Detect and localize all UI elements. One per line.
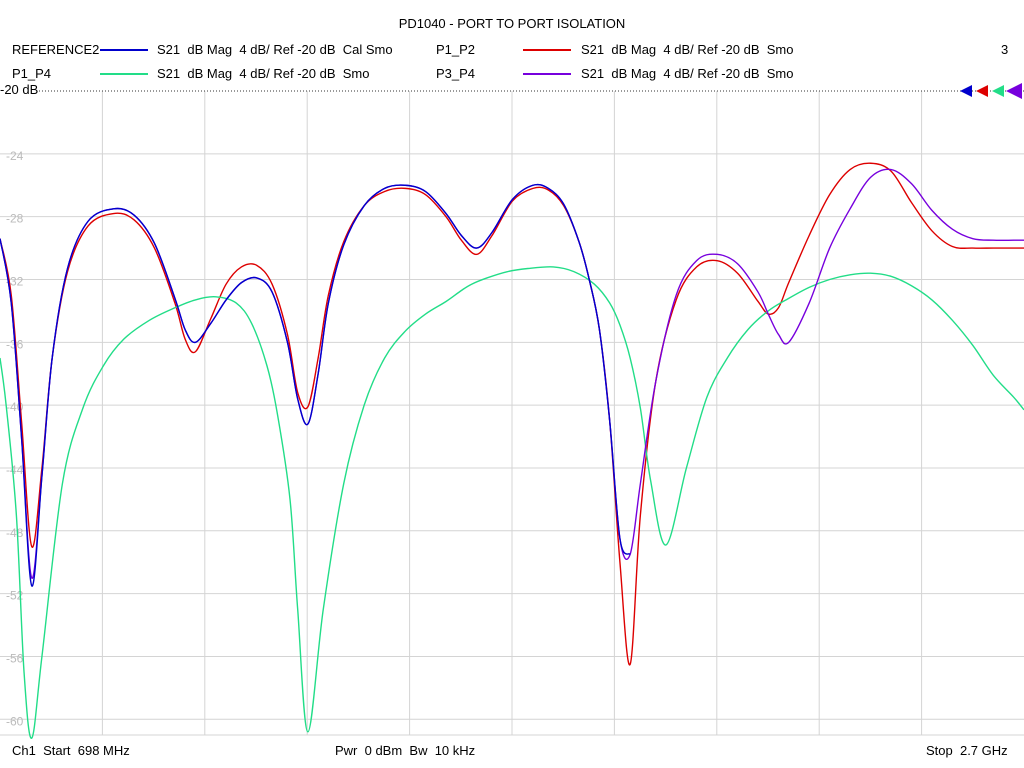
footer-start: Ch1 Start 698 MHz xyxy=(12,743,130,758)
legend-desc-p1-p2: S21 dB Mag 4 dB/ Ref -20 dB Smo xyxy=(581,42,794,57)
marker-count: 3 xyxy=(1001,42,1009,57)
ref-marker-p1-p4 xyxy=(992,85,1004,97)
y-tick-label: -44 xyxy=(6,463,24,477)
chart-title: PD1040 - PORT TO PORT ISOLATION xyxy=(398,16,626,31)
legend-name-p3-p4: P3_P4 xyxy=(436,66,476,81)
legend-name-reference2: REFERENCE2 xyxy=(12,42,100,57)
ref-level-label: -20 dB xyxy=(0,82,39,97)
trace-p1-p2 xyxy=(0,162,1024,666)
footer-stop: Stop 2.7 GHz xyxy=(926,743,1008,758)
y-tick-label: -60 xyxy=(6,714,24,728)
y-tick-label: -28 xyxy=(6,212,24,226)
legend-swatch-p3-p4 xyxy=(523,73,571,75)
legend-desc-reference2: S21 dB Mag 4 dB/ Ref -20 dB Cal Smo xyxy=(157,42,393,57)
ref-marker-p1-p2 xyxy=(976,85,988,97)
legend-desc-p1-p4: S21 dB Mag 4 dB/ Ref -20 dB Smo xyxy=(157,66,370,81)
ref-markers xyxy=(960,83,1022,99)
y-tick-label: -48 xyxy=(6,526,24,540)
traces xyxy=(0,162,1024,739)
y-tick-label: -52 xyxy=(6,589,24,603)
ref-marker-p3-p4 xyxy=(1006,83,1022,99)
legend-desc-p3-p4: S21 dB Mag 4 dB/ Ref -20 dB Smo xyxy=(581,66,794,81)
legend-swatch-p1-p4 xyxy=(100,73,148,75)
y-tick-label: -24 xyxy=(6,149,24,163)
legend-name-p1-p2: P1_P2 xyxy=(436,42,476,57)
legend-swatch-reference2 xyxy=(100,49,148,51)
ref-marker-reference2 xyxy=(960,85,972,97)
grid xyxy=(0,91,1024,736)
trace-reference2 xyxy=(0,183,631,587)
legend-name-p1-p4: P1_P4 xyxy=(12,66,52,81)
footer-power-bw: Pwr 0 dBm Bw 10 kHz xyxy=(335,743,476,758)
trace-p1-p4 xyxy=(0,266,1024,739)
legend-swatch-p1-p2 xyxy=(523,49,571,51)
y-tick-label: -56 xyxy=(6,651,24,665)
